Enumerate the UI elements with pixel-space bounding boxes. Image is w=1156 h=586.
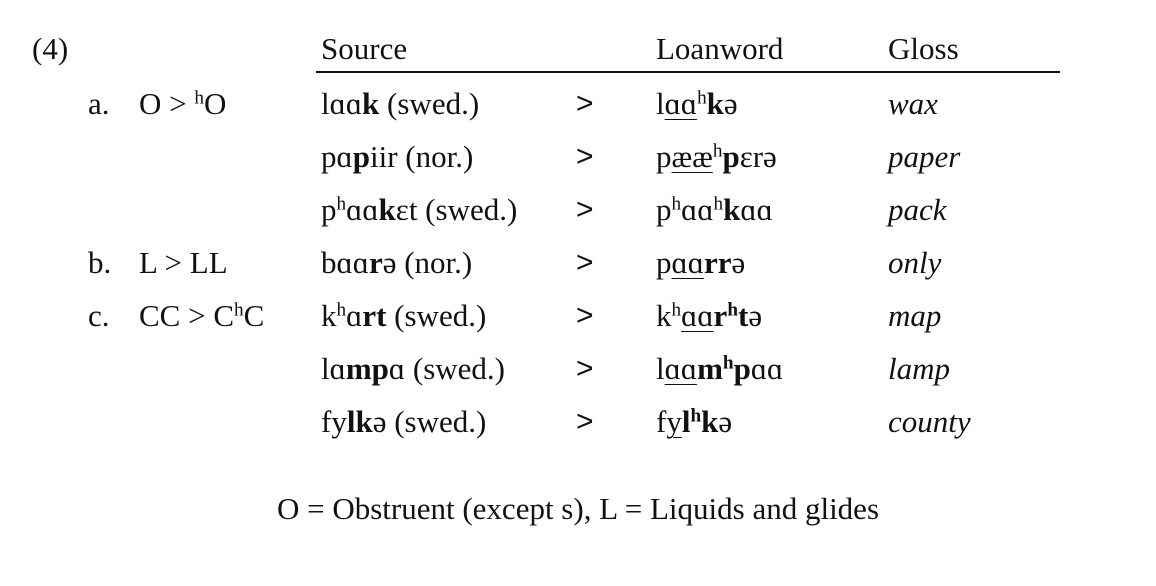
header-loanword: Loanword	[656, 31, 784, 66]
derivation-arrow: >	[576, 87, 594, 120]
loanword: pææhpɛrə	[656, 139, 777, 174]
example-number: (4)	[32, 31, 69, 66]
row-label-b: b.	[88, 245, 112, 280]
header-gloss: Gloss	[888, 31, 959, 66]
derivation-arrow: >	[576, 193, 594, 226]
row-label-c: c.	[88, 298, 110, 333]
loanword: fylhkə	[656, 404, 733, 439]
gloss: wax	[888, 86, 938, 121]
gloss: map	[888, 298, 942, 333]
loanword: lɑɑmhpɑɑ	[656, 351, 784, 386]
source-word: lɑmpɑ (swed.)	[321, 351, 505, 386]
row-label-a: a.	[88, 86, 110, 121]
loanword: phɑɑhkɑɑ	[656, 192, 773, 227]
loanword: khɑɑrhtə	[656, 298, 763, 333]
derivation-arrow: >	[576, 246, 594, 279]
loanword: lɑɑhkə	[656, 86, 738, 121]
gloss: only	[888, 245, 942, 280]
gloss: paper	[888, 139, 961, 174]
source-word: fylkə (swed.)	[321, 404, 487, 439]
rule-c: CC > ChC	[139, 298, 265, 333]
derivation-arrow: >	[576, 299, 594, 332]
source-word: pɑpiir (nor.)	[321, 139, 474, 174]
source-word: phɑɑkɛt (swed.)	[321, 192, 518, 227]
derivation-arrow: >	[576, 405, 594, 438]
header-source: Source	[321, 31, 408, 66]
derivation-arrow: >	[576, 352, 594, 385]
gloss: county	[888, 404, 971, 439]
footnote: O = Obstruent (except s), L = Liquids an…	[276, 491, 880, 526]
derivation-arrow: >	[576, 140, 594, 173]
source-word: khɑrt (swed.)	[321, 298, 487, 333]
rule-b: L > LL	[139, 245, 228, 280]
header-rule	[316, 71, 1060, 73]
gloss: lamp	[888, 351, 950, 386]
loanword: pɑɑrrə	[656, 245, 746, 280]
rule-a: O > hO	[139, 86, 227, 121]
source-word: bɑɑrə (nor.)	[321, 245, 473, 280]
gloss: pack	[888, 192, 947, 227]
source-word: lɑɑk (swed.)	[321, 86, 480, 121]
